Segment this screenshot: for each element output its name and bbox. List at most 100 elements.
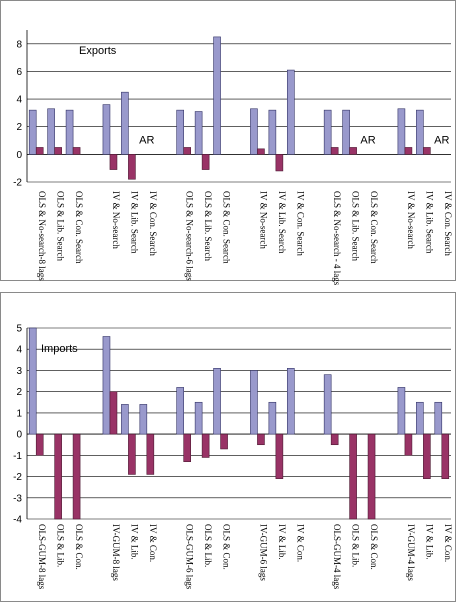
y-tick-label: 3 [16, 366, 22, 377]
y-tick-label: 2 [16, 387, 22, 398]
x-tick-label: OLS & Lib. [203, 524, 213, 567]
bar-series-2 [109, 154, 118, 170]
x-tick-label: IV & Con. Search [148, 191, 158, 256]
bar-series-2 [349, 433, 357, 520]
ar-annotation: AR [360, 134, 375, 146]
x-tick-label: OLS & Lib. Search [56, 191, 66, 261]
x-tick-label: OLS & Con. Search [369, 191, 379, 264]
x-tick-label: IV & Lib. Search [277, 191, 287, 254]
x-tick-label: IV & No-search [111, 191, 121, 249]
exports-chart-panel: -2 0 2 4 6 8 OLS & No-search-8 lags OLS & Lib. … [0, 0, 456, 286]
x-tick-label: IV & Lib. [277, 524, 287, 560]
bar-series-1 [323, 374, 332, 435]
bar-series-1 [47, 108, 55, 155]
bar-series-2 [423, 147, 431, 155]
bar-series-2 [128, 154, 136, 180]
bar-series-2 [257, 148, 265, 155]
bar-series-1 [213, 36, 221, 155]
bar-series-2 [404, 433, 413, 456]
y-tick-label: -3 [13, 493, 22, 504]
y-tick-label: 6 [16, 67, 22, 78]
bar-series-2 [257, 433, 265, 446]
bar-series-2 [35, 147, 44, 155]
y-tick-label: -2 [13, 472, 22, 483]
x-tick-label: OLS & No-search-6 lags [185, 191, 195, 281]
bar-series-1 [342, 109, 350, 155]
bar-series-1 [286, 368, 295, 435]
bar-series-1 [213, 368, 221, 435]
bar-series-1 [176, 109, 184, 155]
bar-series-1 [250, 370, 258, 435]
bar-series-2 [441, 433, 450, 479]
bar-series-1 [416, 109, 424, 155]
bar-series-2 [201, 433, 210, 458]
x-tick-label: IV & Lib. [424, 524, 434, 560]
exports-chart: -2 0 2 4 6 8 OLS & No-search-8 lags OLS & Lib. … [13, 30, 453, 286]
x-tick-label: IV & Con. [148, 524, 158, 562]
ar-annotation: AR [434, 134, 449, 146]
bar-series-1 [121, 91, 129, 155]
x-tick-label: OLS-GUM-8 lags [37, 524, 47, 590]
x-tick-label: IV & Lib. Search [424, 191, 434, 254]
chart-title: Exports [79, 45, 117, 57]
bar-series-2 [54, 147, 62, 155]
x-tick-label: OLS & Con. [222, 524, 232, 570]
bar-series-2 [183, 433, 192, 463]
bar-series-1 [102, 336, 111, 435]
x-tick-label: IV & Lib. Search [129, 191, 139, 254]
x-tick-label: OLS & No-search - 4 lags [332, 191, 342, 286]
bar-series-1 [194, 401, 203, 435]
x-tick-label: OLS & Con. Search [222, 191, 232, 264]
x-tick-label: OLS & Lib. Search [351, 191, 361, 261]
y-tick-label: -4 [13, 515, 22, 526]
ar-annotation: AR [139, 134, 154, 146]
bar-series-2 [35, 433, 44, 456]
bar-series-1 [323, 109, 332, 155]
y-tick-label: 4 [16, 95, 22, 106]
bar-series-1 [434, 401, 443, 435]
bar-series-2 [330, 433, 339, 446]
x-tick-label: IV & Con. [295, 524, 305, 562]
bar-series-2 [220, 433, 228, 450]
x-tick-label: IV & Lib. [129, 524, 139, 560]
bar-series-2 [109, 391, 118, 435]
x-tick-label: OLS-GUM-6 lags [185, 524, 195, 590]
bar-series-1 [268, 109, 277, 155]
bar-series-2 [201, 154, 210, 170]
bar-series-1 [397, 108, 406, 155]
bar-series-2 [404, 147, 413, 155]
y-tick-label: -1 [13, 451, 22, 462]
x-tick-label: OLS & Con. [74, 524, 84, 570]
bar-series-2 [275, 433, 284, 479]
bar-series-1 [268, 401, 277, 435]
bar-series-1 [28, 109, 37, 155]
bar-series-1 [102, 104, 111, 155]
imports-chart-panel: -4 -3 -2 -1 0 1 2 3 4 5 OLS-GUM-8 lags OLS & Lib. OL… [0, 292, 456, 602]
x-tick-label: IV-GUM-8 lags [111, 524, 121, 581]
bar-series-2 [183, 147, 192, 155]
x-tick-label: OLS & No-search-8 lags [37, 191, 47, 281]
x-tick-label: OLS-GUM-4 lags [332, 524, 342, 590]
bar-series-1 [194, 111, 203, 155]
y-tick-label: 1 [16, 408, 22, 419]
imports-chart: -4 -3 -2 -1 0 1 2 3 4 5 OLS-GUM-8 lags OLS & Lib. OL… [13, 324, 453, 590]
x-tick-label: IV-GUM-4 lags [406, 524, 416, 581]
bar-series-2 [72, 147, 81, 155]
bar-series-2 [367, 433, 376, 520]
y-tick-label: 0 [16, 430, 22, 441]
bar-series-2 [423, 433, 431, 479]
chart-title: Imports [41, 343, 78, 355]
x-tick-label: IV & No-search [258, 191, 268, 249]
bar-series-1 [139, 404, 148, 435]
bar-series-1 [28, 327, 37, 435]
y-tick-label: 0 [16, 150, 22, 161]
x-tick-label: IV & No-search [406, 191, 416, 249]
x-tick-label: IV & Con. Search [443, 191, 453, 256]
bar-series-2 [72, 433, 81, 520]
y-tick-label: 5 [16, 324, 22, 335]
x-tick-label: OLS & Con. [369, 524, 379, 570]
x-tick-label: IV-GUM-6 lags [258, 524, 268, 581]
bar-series-1 [65, 109, 74, 155]
bar-series-1 [176, 387, 184, 435]
bar-series-1 [416, 401, 424, 435]
